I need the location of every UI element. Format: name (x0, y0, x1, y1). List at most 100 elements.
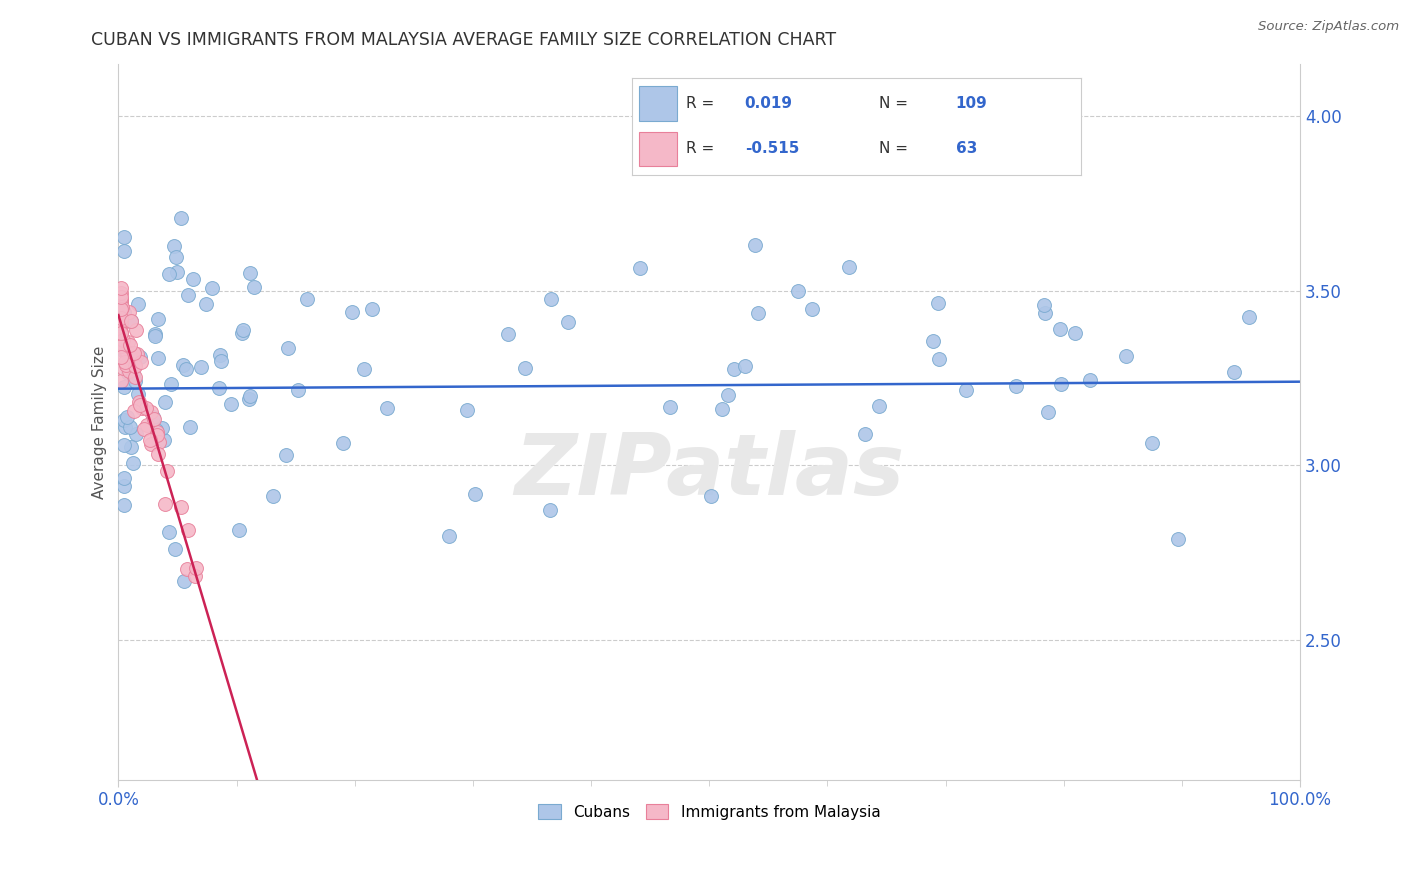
Point (628, 260, 651, 275)
Point (145, 423, 167, 437)
Point (927, 295, 949, 310)
Point (1050, 376, 1073, 391)
Point (868, 399, 890, 413)
Point (146, 351, 169, 366)
Point (1223, 365, 1246, 379)
Point (134, 422, 156, 436)
Point (360, 301, 382, 316)
Point (124, 404, 146, 418)
Point (146, 425, 169, 439)
Point (277, 341, 299, 355)
Point (228, 523, 250, 537)
Point (181, 272, 204, 286)
Point (1237, 310, 1260, 324)
Point (115, 359, 138, 373)
Point (177, 288, 200, 302)
Point (112, 343, 135, 358)
Point (110, 305, 132, 319)
Point (150, 420, 173, 434)
Point (156, 464, 179, 478)
Point (112, 413, 135, 427)
Point (118, 420, 141, 434)
Point (177, 523, 200, 537)
Point (110, 319, 132, 334)
Point (114, 420, 136, 434)
Point (112, 471, 135, 485)
Point (456, 403, 478, 417)
Point (153, 497, 176, 511)
Point (165, 542, 187, 557)
Point (243, 280, 266, 294)
Point (112, 333, 135, 347)
Point (263, 489, 285, 503)
Point (110, 326, 132, 341)
Point (557, 315, 579, 329)
Point (110, 311, 132, 326)
Point (464, 487, 486, 501)
Point (110, 350, 132, 364)
Point (1036, 404, 1059, 418)
Point (1033, 306, 1056, 320)
Point (287, 384, 309, 398)
Text: CUBAN VS IMMIGRANTS FROM MALAYSIA AVERAGE FAMILY SIZE CORRELATION CHART: CUBAN VS IMMIGRANTS FROM MALAYSIA AVERAG… (91, 31, 837, 49)
Point (194, 297, 217, 311)
Point (955, 383, 977, 397)
Point (142, 410, 165, 425)
Point (239, 389, 262, 403)
Point (717, 388, 740, 402)
Point (115, 344, 138, 359)
Point (110, 335, 132, 350)
Point (734, 359, 756, 373)
Point (170, 500, 193, 514)
Point (139, 436, 162, 450)
Point (700, 489, 723, 503)
Point (853, 427, 876, 442)
Point (131, 401, 153, 415)
Point (121, 367, 143, 381)
Point (186, 561, 208, 575)
Point (125, 426, 148, 441)
Point (1033, 298, 1056, 312)
Point (276, 448, 298, 462)
Point (110, 302, 132, 317)
Point (112, 244, 135, 258)
Point (238, 392, 260, 406)
Point (120, 441, 142, 455)
Text: ZIPatlas: ZIPatlas (515, 431, 904, 514)
Point (173, 574, 195, 589)
Point (148, 311, 170, 326)
Point (135, 401, 157, 416)
Point (110, 294, 132, 309)
Point (166, 265, 188, 279)
Point (110, 300, 132, 314)
Point (787, 285, 810, 299)
Point (170, 211, 193, 226)
Point (110, 293, 132, 307)
Text: Source: ZipAtlas.com: Source: ZipAtlas.com (1258, 20, 1399, 33)
Point (115, 345, 138, 359)
Point (747, 306, 769, 320)
Point (112, 499, 135, 513)
Point (375, 401, 398, 416)
Point (179, 419, 201, 434)
Point (111, 337, 134, 351)
Point (659, 400, 682, 414)
Point (498, 327, 520, 342)
Point (120, 314, 142, 328)
Point (124, 370, 146, 384)
Legend: Cubans, Immigrants from Malaysia: Cubans, Immigrants from Malaysia (531, 797, 887, 826)
Point (125, 323, 148, 337)
Point (124, 346, 146, 360)
Point (115, 410, 138, 425)
Point (112, 360, 135, 375)
Point (127, 387, 149, 401)
Point (155, 394, 177, 409)
Point (332, 436, 354, 450)
Point (120, 314, 142, 328)
Point (117, 366, 139, 380)
Point (114, 355, 136, 369)
Point (1004, 379, 1026, 393)
Point (209, 348, 232, 362)
Point (838, 260, 860, 274)
Point (129, 350, 152, 364)
